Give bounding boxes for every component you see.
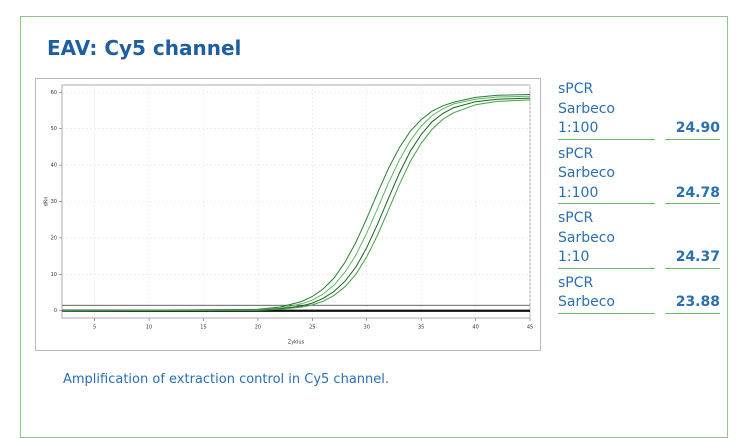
x-tick-label: 15 <box>200 325 206 331</box>
chart: 0 10 20 30 40 50 60 5 10 15 20 25 30 35 40 45 Zyklus dRn <box>35 78 541 351</box>
row-value: 23.88 <box>665 293 720 314</box>
y-tick-label: 0 <box>54 308 57 314</box>
amplification-curve <box>61 99 531 312</box>
x-tick-label: 45 <box>527 325 533 331</box>
row-label: sPCR Sarbeco 1:10 <box>558 209 655 269</box>
row-label: sPCR Sarbeco <box>558 274 655 314</box>
caption: Amplification of extraction control in C… <box>63 372 390 387</box>
x-tick-label: 10 <box>146 325 152 331</box>
y-tick-label: 30 <box>51 199 57 205</box>
label-line: sPCR <box>558 145 594 162</box>
x-tick-label: 20 <box>255 325 261 331</box>
title: EAV: Cy5 channel <box>47 36 242 60</box>
label-line: 1:100 <box>558 120 599 136</box>
label-line: sPCR <box>558 210 594 226</box>
label-line: sPCR <box>558 81 594 97</box>
row-label: sPCR Sarbeco 1:100 <box>558 145 655 204</box>
label-line: Sarbeco <box>558 294 615 310</box>
label-line: Sarbeco <box>558 165 615 181</box>
row-value: 24.37 <box>665 248 720 269</box>
y-tick-label: 20 <box>51 235 57 241</box>
label-line: Sarbeco <box>558 229 615 246</box>
label-line: Sarbeco <box>558 100 615 117</box>
row-value: 24.90 <box>665 119 720 140</box>
x-tick-label: 30 <box>364 325 370 331</box>
x-tick-label: 35 <box>418 325 424 331</box>
table-row: sPCR Sarbeco 1:10 24.37 <box>558 209 720 271</box>
x-axis-label: Zyklus <box>288 340 305 346</box>
label-line: 1:100 <box>558 184 599 201</box>
page: EAV: Cy5 channel 0 10 20 30 40 50 60 5 10 15 20 25 3… <box>20 16 728 438</box>
x-tick-label: 25 <box>309 325 315 331</box>
amplification-curve <box>61 97 531 312</box>
y-tick-label: 50 <box>51 126 57 132</box>
label-line: 1:10 <box>558 249 590 265</box>
y-tick-label: 40 <box>51 163 57 169</box>
x-tick-label: 40 <box>472 325 478 331</box>
x-tick-label: 5 <box>93 325 96 331</box>
table: sPCR Sarbeco 1:100 24.90 sPCR Sarbeco 1:100 24.… <box>558 80 720 319</box>
label-line: sPCR <box>558 274 594 291</box>
y-axis-label: dRn <box>44 197 50 207</box>
table-row: sPCR Sarbeco 23.88 <box>558 274 720 316</box>
table-row: sPCR Sarbeco 1:100 24.78 <box>558 145 720 207</box>
y-tick-label: 60 <box>51 90 57 96</box>
row-value: 24.78 <box>665 184 720 204</box>
amplification-curve <box>61 95 531 312</box>
row-label: sPCR Sarbeco 1:100 <box>558 80 655 140</box>
table-row: sPCR Sarbeco 1:100 24.90 <box>558 80 720 142</box>
amplification-curve <box>61 94 531 312</box>
y-tick-label: 10 <box>51 272 57 278</box>
